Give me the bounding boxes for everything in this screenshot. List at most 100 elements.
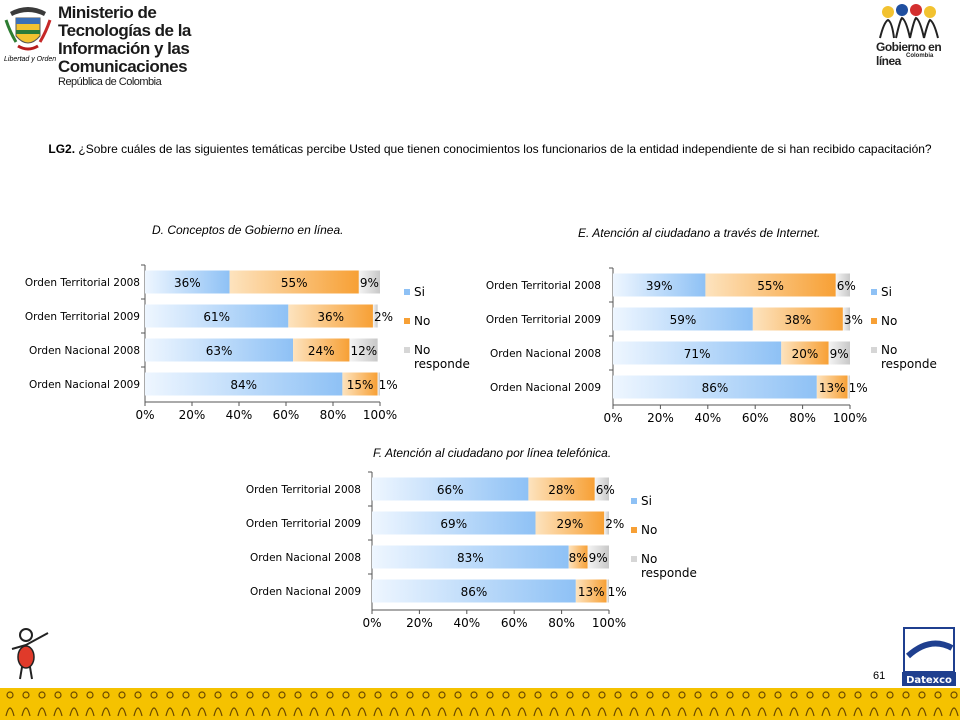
- x-tick-label: 80%: [789, 411, 816, 425]
- footer-figure: [837, 707, 847, 717]
- bar-no: [288, 304, 373, 328]
- footer-figure: [181, 707, 191, 717]
- data-label: 63%: [206, 344, 233, 358]
- bar-no: [568, 545, 588, 569]
- gel-logo-subtext: Colombia: [906, 53, 934, 59]
- footer-figure: [37, 707, 47, 717]
- bar-no: [752, 307, 843, 331]
- category-label: Orden Territorial 2009: [246, 518, 361, 530]
- x-tick-label: 80%: [320, 408, 347, 422]
- legend-label-nr: No: [414, 343, 430, 357]
- footer-figure: [677, 707, 687, 717]
- footer-figure: [854, 691, 862, 699]
- motto-text: Libertad y Orden: [4, 56, 57, 63]
- footer-figure: [405, 707, 415, 717]
- data-label: 59%: [670, 313, 697, 327]
- charts-canvas: 0% 20% 40% 60% 80% 100% Orden Territorial 2008…: [25, 264, 937, 630]
- legend-swatch-si: [404, 289, 410, 295]
- bar-no: [528, 477, 595, 501]
- data-label: 86%: [702, 381, 729, 395]
- category-label: Orden Territorial 2008: [25, 277, 140, 289]
- footer-figure: [278, 691, 286, 699]
- footer-figure: [645, 707, 655, 717]
- footer-figure: [741, 707, 751, 717]
- data-label: 13%: [578, 585, 605, 599]
- footer-figure: [165, 707, 175, 717]
- bar-si: [145, 304, 289, 328]
- data-label: 12%: [350, 344, 377, 358]
- footer-figure: [374, 691, 382, 699]
- bar-si: [372, 579, 576, 603]
- footer-figure: [853, 707, 863, 717]
- footer-figure: [598, 691, 606, 699]
- category-label: Orden Nacional 2008: [490, 348, 601, 360]
- footer-figure: [54, 691, 62, 699]
- legend-swatch-si: [631, 498, 637, 504]
- bar-nr: [604, 511, 609, 535]
- footer-figure: [742, 691, 750, 699]
- x-tick-label: 20%: [179, 408, 206, 422]
- bar-no: [293, 338, 350, 362]
- page-number: 61: [873, 670, 886, 682]
- person-figure-icon: [11, 628, 49, 680]
- footer-figure: [277, 707, 287, 717]
- category-label: Orden Nacional 2009: [29, 379, 140, 391]
- footer-pattern-icon: [5, 691, 959, 717]
- category-label: Orden Territorial 2009: [486, 314, 601, 326]
- footer-figure: [774, 691, 782, 699]
- data-label: 83%: [457, 551, 484, 565]
- footer-figure: [149, 707, 159, 717]
- ministry-name: Ministerio de Tecnologías de la Informac…: [58, 4, 250, 89]
- footer-figure: [357, 707, 367, 717]
- x-tick-label: 100%: [363, 408, 397, 422]
- footer-figure: [822, 691, 830, 699]
- footer-figure: [806, 691, 814, 699]
- category-label: Orden Nacional 2008: [250, 552, 361, 564]
- footer-figure: [310, 691, 318, 699]
- datexco-text: Datexco: [906, 675, 952, 686]
- legend-label-no: No: [641, 523, 657, 537]
- footer-figure: [358, 691, 366, 699]
- x-tick-label: 0%: [135, 408, 154, 422]
- footer-figure: [805, 707, 815, 717]
- x-tick-label: 40%: [226, 408, 253, 422]
- data-label: 6%: [837, 279, 856, 293]
- bar-nr: [828, 341, 850, 365]
- data-label: 86%: [461, 585, 488, 599]
- bar-nr: [594, 477, 609, 501]
- footer-figure: [773, 707, 783, 717]
- footer-figure: [662, 691, 670, 699]
- category-label: Orden Territorial 2009: [25, 311, 140, 323]
- bar-nr: [835, 273, 850, 297]
- footer-figure: [581, 707, 591, 717]
- footer-figure: [70, 691, 78, 699]
- data-label: 69%: [440, 517, 467, 531]
- gobierno-en-linea-logo-icon: [879, 4, 939, 39]
- footer-figure: [694, 691, 702, 699]
- footer-figure: [950, 691, 958, 699]
- bar-si: [613, 341, 782, 365]
- ministry-line-3: República de Colombia: [58, 76, 162, 88]
- bar-nr: [358, 270, 380, 294]
- footer-figure: [341, 707, 351, 717]
- legend-label-si: Si: [414, 285, 425, 299]
- footer-figure: [389, 707, 399, 717]
- footer-figure: [629, 707, 639, 717]
- ministry-line-1: Ministerio de Tecnologías de la: [58, 3, 191, 40]
- footer-figure: [501, 707, 511, 717]
- bar-no: [342, 372, 378, 396]
- category-label: Orden Territorial 2008: [246, 484, 361, 496]
- data-label: 66%: [437, 483, 464, 497]
- footer-figure: [869, 707, 879, 717]
- x-tick-label: 20%: [406, 616, 433, 630]
- footer-figure: [214, 691, 222, 699]
- footer-figure: [197, 707, 207, 717]
- data-label: 6%: [596, 483, 615, 497]
- legend-swatch-no: [404, 318, 410, 324]
- legend-swatch-nr: [631, 556, 637, 562]
- footer-figure: [133, 707, 143, 717]
- x-tick-label: 80%: [548, 616, 575, 630]
- footer-figure: [230, 691, 238, 699]
- footer-figure: [838, 691, 846, 699]
- data-label: 36%: [317, 310, 344, 324]
